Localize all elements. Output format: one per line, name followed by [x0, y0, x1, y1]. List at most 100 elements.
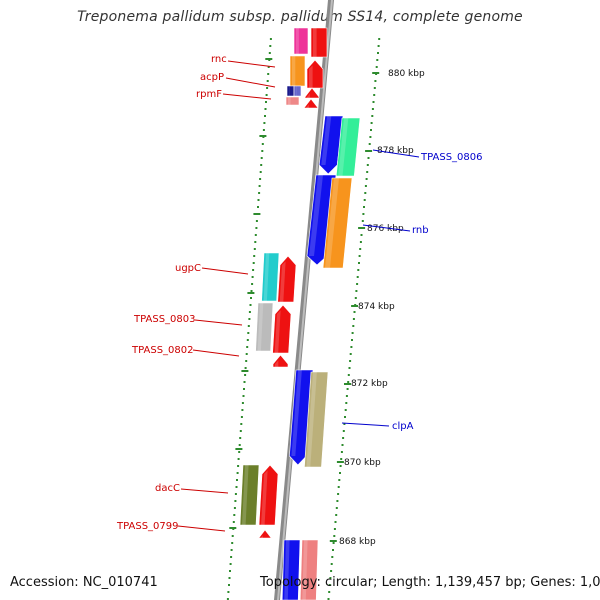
- ruler-dot: [338, 479, 341, 481]
- gene-label-TPASS_0802[interactable]: TPASS_0802: [131, 345, 193, 356]
- gene-label-rpmF[interactable]: rpmF: [196, 89, 222, 100]
- ruler-dot: [340, 451, 343, 453]
- ruler-dot: [346, 388, 349, 390]
- ruler-dot: [252, 262, 255, 264]
- ruler-dot: [369, 136, 372, 138]
- ruler-dot: [229, 570, 231, 572]
- gene-feature-shine: [325, 178, 339, 268]
- ruler-dot: [356, 283, 359, 285]
- leader-line-TPASS_0806: [372, 149, 420, 158]
- gene-label-TPASS_0806[interactable]: TPASS_0806: [420, 152, 482, 163]
- ruler-dot: [263, 122, 266, 124]
- accession-text: Accession: NC_010741: [10, 575, 158, 590]
- ruler-dot: [332, 549, 334, 551]
- ruler-dot: [366, 171, 369, 173]
- gene-label-ugpC[interactable]: ugpC: [175, 263, 201, 274]
- ruler-dot: [255, 220, 258, 222]
- ruler-dot: [250, 297, 252, 299]
- ruler-dot: [232, 521, 235, 523]
- gene-feature-bottom-salmon: [299, 539, 319, 600]
- ruler-dot: [377, 45, 380, 47]
- ruler-dot: [228, 584, 230, 586]
- ruler-dot: [350, 346, 353, 348]
- gene-label-TPASS_0803[interactable]: TPASS_0803: [133, 314, 195, 325]
- ruler-dot: [265, 94, 268, 96]
- ruler-dot: [347, 374, 350, 376]
- leader-line-rpmF: [222, 93, 272, 100]
- ruler-major-tick: [241, 370, 249, 372]
- ruler-dot: [335, 514, 338, 516]
- gene-label-rnb[interactable]: rnb: [412, 225, 429, 236]
- ruler-dot: [371, 115, 374, 117]
- gene-feature-ugpC-cyan: [261, 252, 280, 302]
- leader-line-TPASS_0803: [194, 319, 243, 326]
- gene-feature-shine: [306, 372, 317, 467]
- ruler-dot: [257, 199, 260, 201]
- gene-label-dacC[interactable]: dacC: [155, 483, 180, 494]
- ruler-dot: [246, 346, 249, 348]
- leader-line-TPASS_0799: [177, 525, 226, 532]
- ruler-dot: [253, 255, 256, 257]
- ruler-dot: [339, 472, 341, 474]
- ruler-dot: [336, 500, 339, 502]
- ruler-dot: [374, 80, 377, 82]
- ruler-dot: [251, 276, 254, 278]
- ruler-dot: [330, 570, 333, 572]
- ruler-dot: [235, 486, 238, 488]
- ruler-dot: [339, 465, 342, 467]
- ruler-dot: [233, 514, 236, 516]
- ruler-dot: [266, 80, 269, 82]
- left-ruler-ticks: [229, 58, 273, 529]
- ruler-dot: [250, 290, 253, 292]
- leader-line-dacC: [180, 488, 229, 494]
- ruler-dot: [327, 598, 330, 600]
- gene-feature-TPASS_0799-tip: [257, 529, 273, 540]
- ruler-dot: [236, 472, 239, 474]
- gene-label-rnc[interactable]: rnc: [211, 54, 227, 65]
- ruler-dot: [265, 101, 267, 103]
- ruler-dot: [239, 430, 242, 432]
- gene-feature-shine: [306, 104, 309, 108]
- gene-feature-shine: [302, 540, 308, 600]
- ruler-dot: [368, 143, 371, 145]
- gene-feature-rpmF-strip-a: [286, 85, 295, 97]
- ruler-dot: [359, 241, 362, 243]
- gene-feature-TPASS_0802-tip: [272, 354, 289, 368]
- gene-feature-dacC-arrow: [258, 464, 279, 526]
- ruler-dot: [251, 283, 254, 285]
- ruler-dot: [248, 318, 251, 320]
- gene-label-TPASS_0799[interactable]: TPASS_0799: [116, 521, 178, 532]
- ruler-major-tick: [253, 213, 261, 215]
- ruler-dot: [269, 45, 272, 47]
- ruler-dot: [332, 542, 335, 544]
- ruler-dot: [370, 122, 373, 124]
- gene-feature-shine: [275, 360, 279, 367]
- gene-feature-bottom-blue: [281, 539, 301, 600]
- ruler-dot: [337, 486, 340, 488]
- ruler-major-tick: [265, 58, 273, 60]
- ruler-dot: [341, 444, 344, 446]
- gene-label-acpP[interactable]: acpP: [200, 72, 224, 83]
- ruler-dot: [348, 367, 351, 369]
- ruler-dot: [254, 241, 257, 243]
- ruler-dot: [342, 437, 345, 439]
- gene-feature-rpmF-strip-b: [293, 85, 302, 97]
- ruler-dot: [244, 374, 247, 376]
- ruler-dot: [344, 409, 347, 411]
- ruler-dot: [354, 297, 357, 299]
- leader-line-acpP: [225, 77, 276, 88]
- gene-feature-acpP-arrow: [306, 59, 324, 89]
- ruler-dot: [227, 591, 230, 593]
- ruler-dot: [238, 444, 241, 446]
- ruler-dot: [375, 66, 378, 68]
- ruler-dot: [239, 437, 242, 439]
- ruler-major-tick: [336, 461, 344, 463]
- gene-label-clpA[interactable]: clpA: [392, 421, 414, 432]
- gene-feature-shine: [313, 28, 317, 57]
- ruler-dot: [262, 129, 265, 131]
- ruler-dot: [328, 591, 331, 593]
- ruler-dot: [344, 416, 346, 418]
- ruler-dot: [349, 360, 352, 362]
- ruler-dot: [335, 507, 338, 509]
